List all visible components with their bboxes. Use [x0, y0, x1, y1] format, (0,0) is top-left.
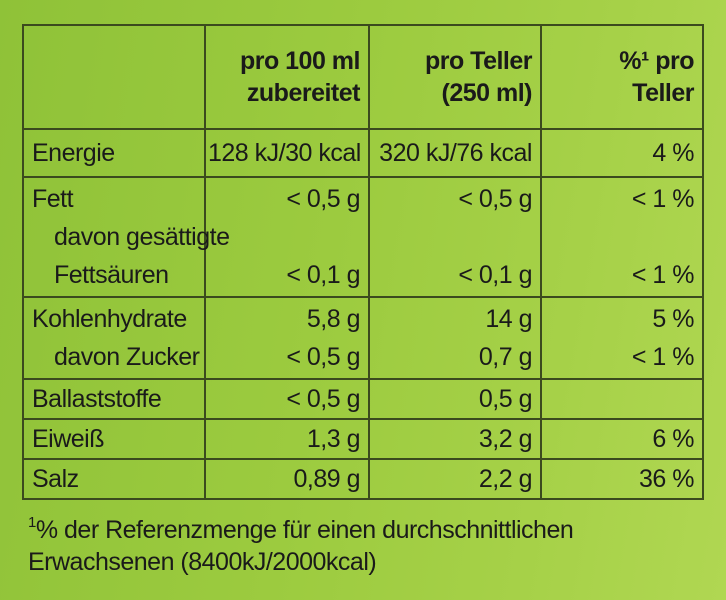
salz-pct: 36 %: [540, 458, 704, 500]
table-row: Fett davon gesättigte Fettsäuren < 0,5 g…: [22, 176, 704, 298]
eiweiss-teller: 3,2 g: [368, 418, 542, 460]
zucker-label: davon Zucker: [54, 343, 200, 371]
kh-teller-cell: 14 g 0,7 g: [368, 296, 542, 380]
eiweiss-pct: 6 %: [540, 418, 704, 460]
zucker-teller: 0,7 g: [478, 343, 533, 371]
fett-sub-teller: < 0,1 g: [458, 261, 532, 289]
kh-pct-cell: 5 % < 1 %: [540, 296, 704, 380]
table-row: Salz 0,89 g 2,2 g 36 %: [22, 458, 704, 500]
header-percent: %¹ pro Teller: [540, 24, 704, 130]
footnote-marker: 1: [28, 514, 36, 531]
footnote: 1% der Referenzmenge für einen durchschn…: [28, 514, 574, 578]
fett-pct-cell: < 1 % < 1 %: [540, 176, 704, 298]
fett-sub-label-line1: davon gesättigte: [54, 223, 230, 251]
header-per-teller-line1: pro Teller: [424, 47, 533, 75]
kohlenhydrate-per100: 5,8 g: [306, 305, 361, 333]
fett-sub-label-line2: Fettsäuren: [54, 261, 169, 289]
zucker-per100: < 0,5 g: [286, 343, 360, 371]
header-per-teller: pro Teller (250 ml): [368, 24, 542, 130]
kh-label-cell: Kohlenhydrate davon Zucker: [22, 296, 206, 380]
energie-teller: 320 kJ/76 kcal: [368, 128, 542, 178]
kohlenhydrate-teller: 14 g: [485, 305, 532, 333]
ballaststoffe-label: Ballaststoffe: [22, 378, 206, 420]
header-label-cell: [22, 24, 206, 130]
fett-label-cell: Fett davon gesättigte Fettsäuren: [22, 176, 230, 298]
header-per-100ml-line2: zubereitet: [246, 79, 361, 107]
header-percent-line1: %¹ pro: [619, 47, 694, 75]
energie-per100: 128 kJ/30 kcal: [204, 128, 370, 178]
fett-per100-cell: < 0,5 g < 0,1 g: [204, 176, 370, 298]
energie-label: Energie: [22, 128, 206, 178]
table-row: Kohlenhydrate davon Zucker 5,8 g < 0,5 g…: [22, 296, 704, 380]
fett-label: Fett: [32, 185, 74, 213]
fett-sub-pct: < 1 %: [631, 261, 695, 289]
fett-per100: < 0,5 g: [286, 185, 360, 213]
fett-teller-cell: < 0,5 g < 0,1 g: [368, 176, 542, 298]
ballaststoffe-pct: [540, 378, 704, 420]
header-percent-line2: Teller: [632, 79, 694, 107]
header-per-100ml: pro 100 ml zubereitet: [204, 24, 370, 130]
header-per-teller-line2: (250 ml): [441, 79, 533, 107]
kohlenhydrate-label: Kohlenhydrate: [32, 305, 187, 333]
table-row: Eiweiß 1,3 g 3,2 g 6 %: [22, 418, 704, 460]
ballaststoffe-teller: 0,5 g: [368, 378, 542, 420]
fett-teller: < 0,5 g: [458, 185, 532, 213]
nutrition-table: pro 100 ml zubereitet pro Teller (250 ml…: [22, 24, 704, 500]
ballaststoffe-per100: < 0,5 g: [204, 378, 370, 420]
table-row: Ballaststoffe < 0,5 g 0,5 g: [22, 378, 704, 420]
header-per-100ml-line1: pro 100 ml: [239, 47, 361, 75]
kohlenhydrate-pct: 5 %: [652, 305, 694, 333]
salz-teller: 2,2 g: [368, 458, 542, 500]
energie-pct: 4 %: [540, 128, 704, 178]
zucker-pct: < 1 %: [631, 343, 695, 371]
eiweiss-label: Eiweiß: [22, 418, 206, 460]
salz-label: Salz: [22, 458, 206, 500]
eiweiss-per100: 1,3 g: [204, 418, 370, 460]
footnote-line1: % der Referenzmenge für einen durchschni…: [35, 516, 574, 544]
fett-pct: < 1 %: [631, 185, 695, 213]
fett-sub-per100: < 0,1 g: [286, 261, 360, 289]
footnote-line2: Erwachsenen (8400kJ/2000kcal): [28, 548, 377, 576]
table-header-row: pro 100 ml zubereitet pro Teller (250 ml…: [22, 24, 704, 130]
salz-per100: 0,89 g: [204, 458, 370, 500]
kh-per100-cell: 5,8 g < 0,5 g: [204, 296, 370, 380]
table-row: Energie 128 kJ/30 kcal 320 kJ/76 kcal 4 …: [22, 128, 704, 178]
